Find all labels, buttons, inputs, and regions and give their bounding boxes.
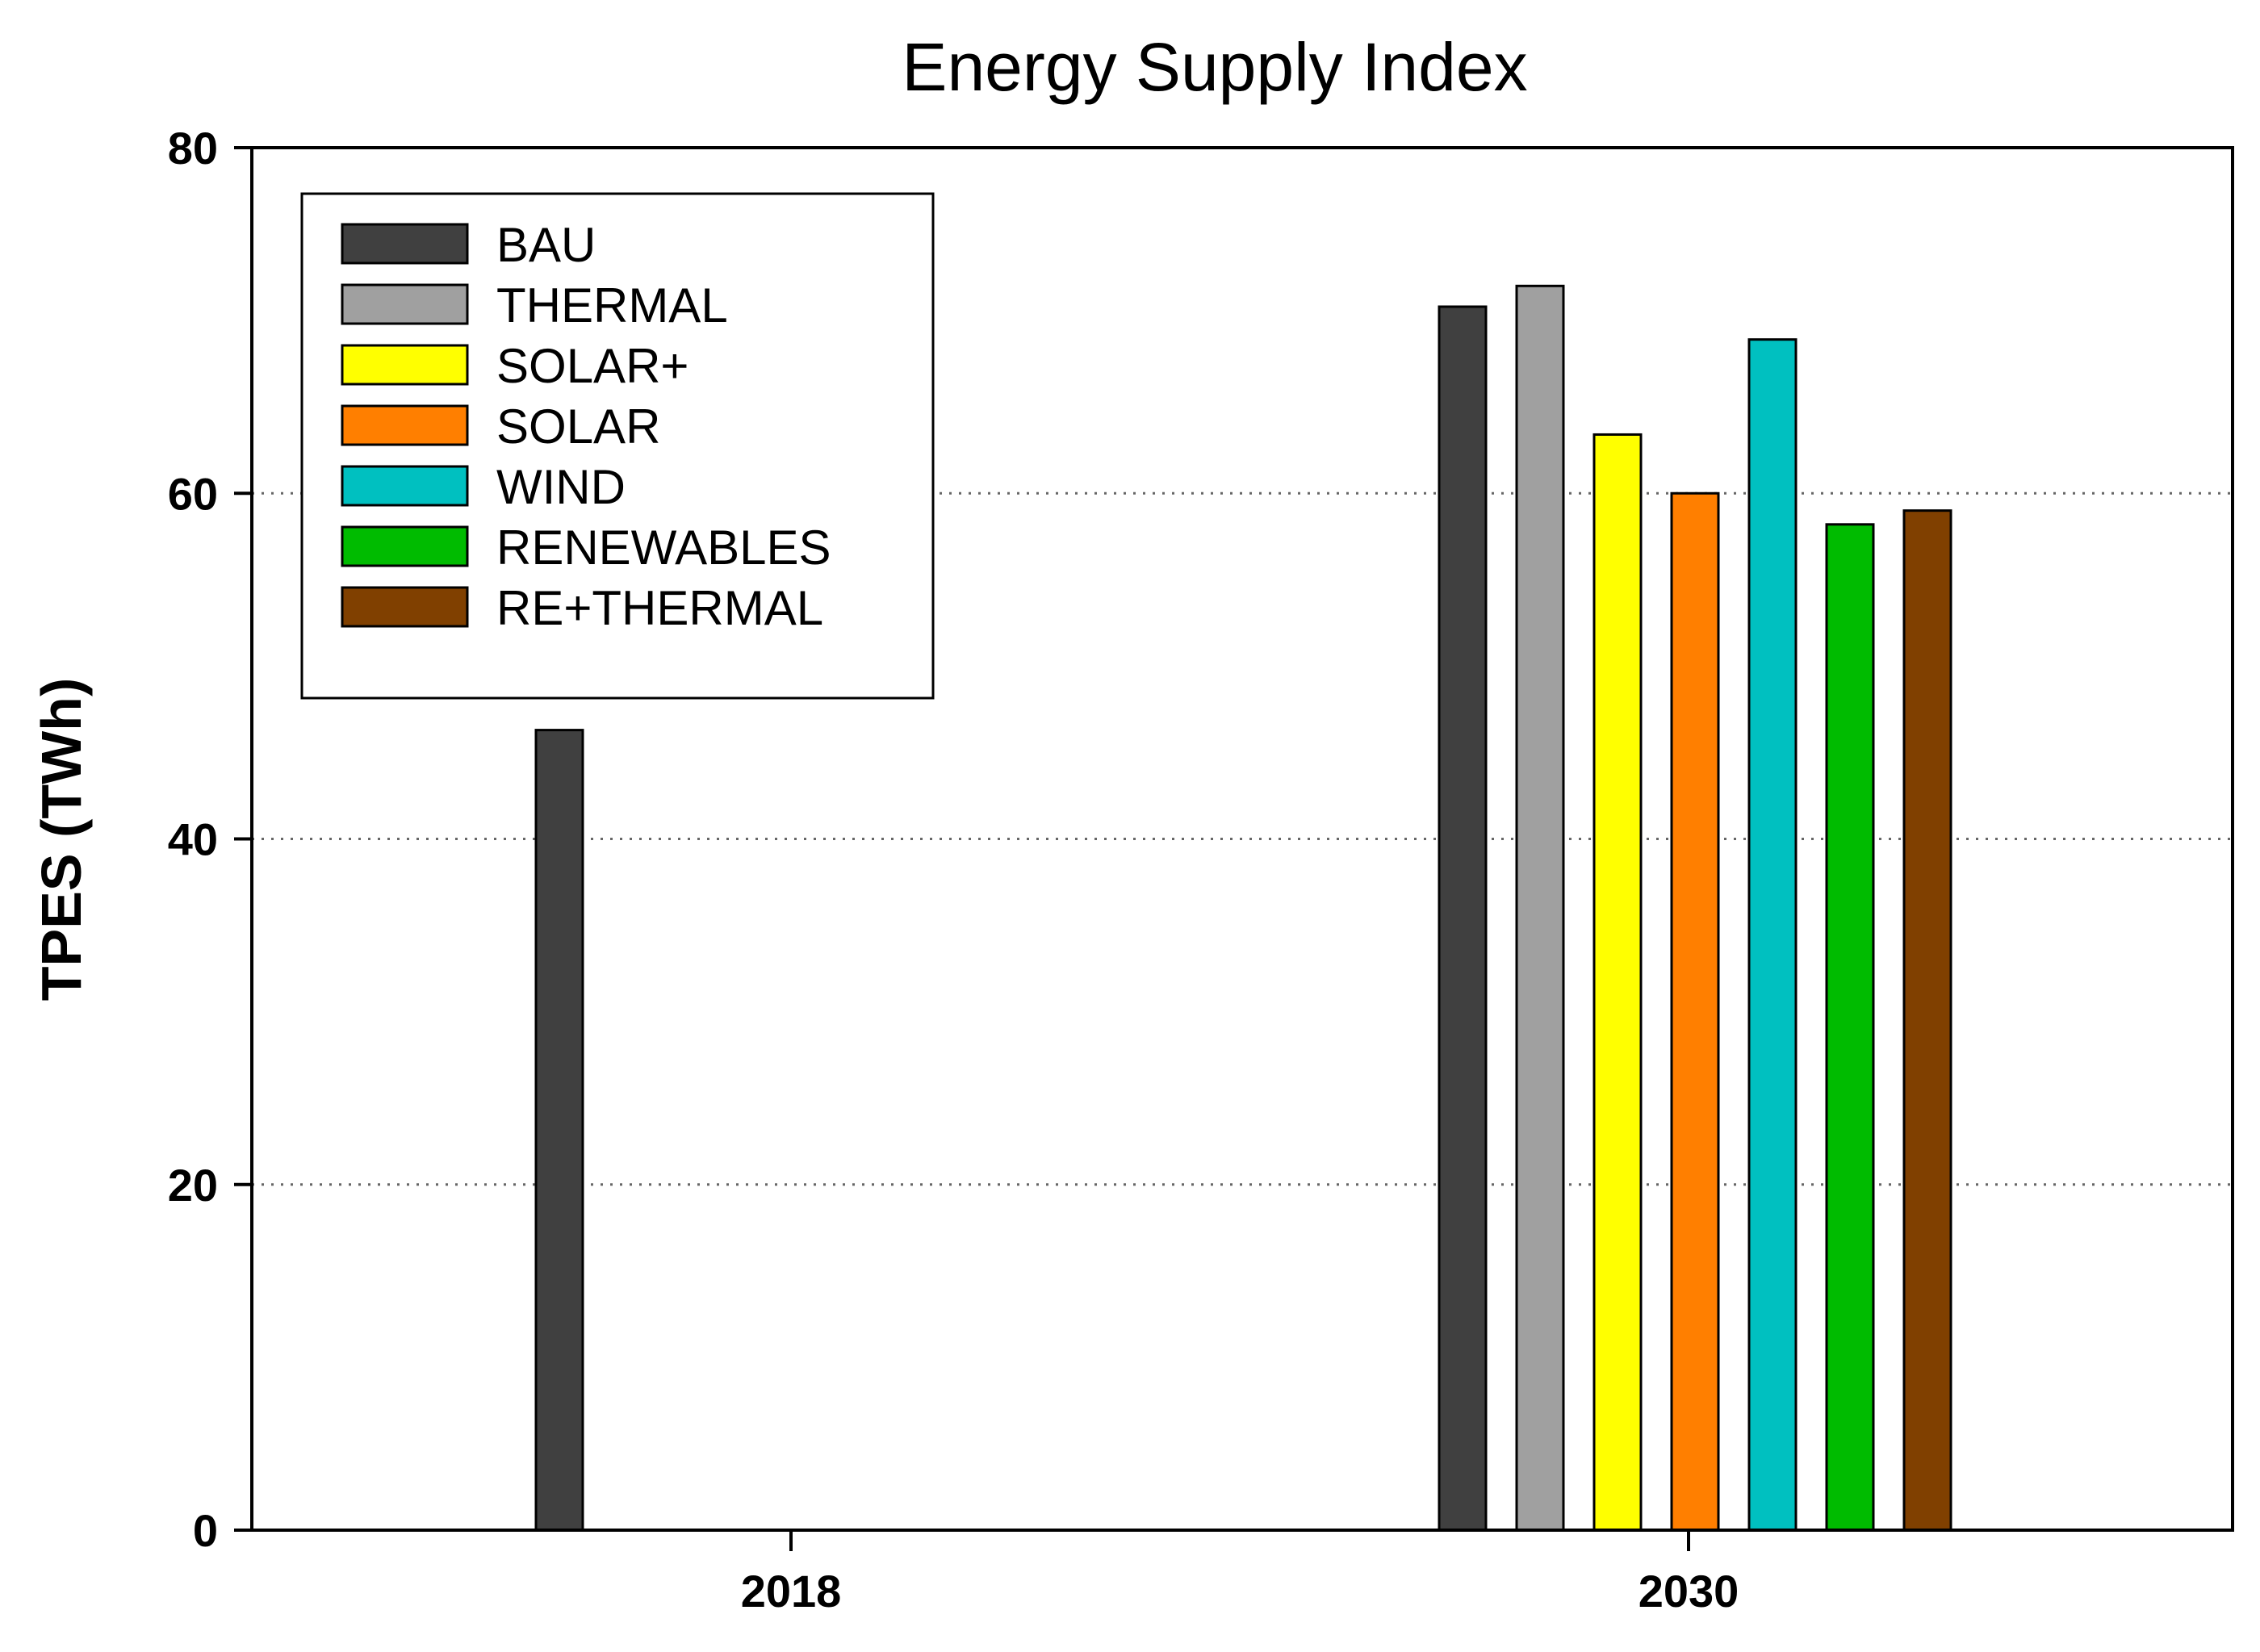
legend-swatch-re-thermal: [341, 586, 469, 628]
legend-label-solar: SOLAR: [496, 399, 660, 454]
chart-title: Energy Supply Index: [902, 29, 1527, 105]
x-tick-label-2018: 2018: [741, 1566, 842, 1616]
bar-2030-bau: [1438, 305, 1488, 1532]
bar-2030-re-thermal: [1902, 509, 1952, 1532]
y-tick-label-20: 20: [168, 1160, 218, 1211]
y-axis-label: TPES (TWh): [30, 678, 93, 1001]
bar-2030-wind: [1747, 338, 1798, 1532]
bar-2018-bau: [534, 729, 584, 1532]
legend: BAU THERMAL SOLAR+ SOLAR WIND RENEWABLES RE+TH…: [300, 192, 935, 700]
legend-swatch-solar: [341, 404, 469, 446]
bar-2030-renewables: [1825, 523, 1875, 1532]
legend-swatch-thermal: [341, 283, 469, 325]
y-tick-label-0: 0: [193, 1505, 218, 1556]
bar-2030-thermal: [1515, 284, 1565, 1532]
legend-swatch-bau: [341, 223, 469, 265]
y-tick-label-60: 60: [168, 468, 218, 519]
bars: [534, 284, 1952, 1532]
legend-label-re-thermal: RE+THERMAL: [496, 581, 823, 635]
legend-label-thermal: THERMAL: [496, 278, 728, 332]
legend-label-bau: BAU: [496, 218, 596, 272]
legend-label-wind: WIND: [496, 460, 626, 514]
bar-2030-solar-: [1592, 433, 1643, 1532]
legend-label-renewables: RENEWABLES: [496, 521, 831, 575]
bar-2030-solar: [1670, 491, 1720, 1532]
legend-label-solar-: SOLAR+: [496, 339, 688, 393]
x-axis: 2018 2030: [741, 1530, 1739, 1616]
legend-swatch-renewables: [341, 525, 469, 567]
y-tick-label-80: 80: [168, 123, 218, 174]
legend-swatch-wind: [341, 465, 469, 507]
legend-swatch-solar-: [341, 344, 469, 386]
y-tick-label-40: 40: [168, 814, 218, 865]
y-axis: 0 20 40 60 80: [168, 123, 252, 1556]
x-tick-label-2030: 2030: [1638, 1566, 1739, 1616]
